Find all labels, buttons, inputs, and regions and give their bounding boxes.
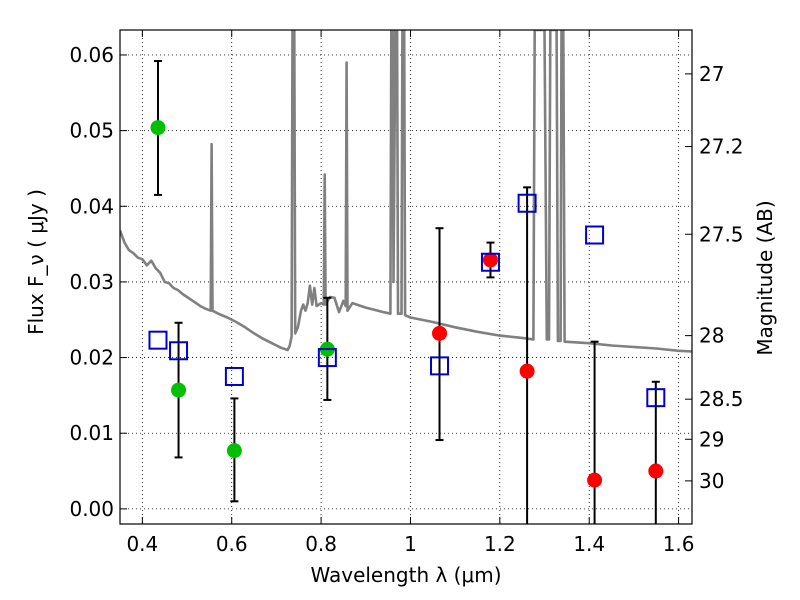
- y-tick-label: 0.01: [69, 421, 114, 445]
- y-tick-label: 0.00: [69, 497, 114, 521]
- right-tick-label: 27.2: [699, 135, 744, 159]
- circle-marker: [150, 120, 166, 136]
- y-tick-label: 0.03: [69, 270, 114, 294]
- square-marker: [317, 348, 337, 368]
- circle-marker: [519, 363, 535, 379]
- y-tick-label: 0.04: [69, 194, 114, 218]
- square-marker: [169, 341, 189, 361]
- circle-marker: [482, 252, 498, 268]
- y-tick-label: 0.05: [69, 119, 114, 143]
- x-axis-label: Wavelength λ (μm): [310, 563, 501, 587]
- spectrum-line: [120, 30, 692, 353]
- circle-marker: [587, 472, 603, 488]
- right-tick-label: 27: [699, 62, 724, 86]
- square-marker: [517, 193, 537, 213]
- right-tick-label: 28: [699, 324, 724, 348]
- square-marker: [430, 356, 450, 376]
- circle-marker: [171, 382, 187, 398]
- y-tick-label: 0.02: [69, 346, 114, 370]
- x-tick-label: 0.8: [305, 532, 337, 556]
- square-marker: [480, 252, 500, 272]
- circle-marker: [432, 325, 448, 341]
- square-marker: [224, 366, 244, 386]
- grid-lines: [120, 30, 692, 524]
- square-marker: [148, 330, 168, 350]
- right-axis-label: Magnitude (AB): [753, 200, 777, 355]
- x-tick-label: 0.6: [216, 532, 248, 556]
- x-tick-label: 1: [404, 532, 417, 556]
- circle-marker: [226, 443, 242, 459]
- axis-ticks: 0.4 0.6 0.8 1 1.2 1.4 1.6 0.00 0.01 0.02 0.03 0.04 0…: [69, 30, 744, 556]
- y-tick-label: 0.06: [69, 43, 114, 67]
- model-spectrum: [120, 30, 692, 353]
- error-bar: [523, 186, 532, 524]
- square-marker: [585, 225, 605, 245]
- right-tick-label: 28.5: [699, 387, 744, 411]
- plot-frame: [119, 29, 693, 525]
- x-tick-label: 1.2: [484, 532, 516, 556]
- right-tick-label: 29: [699, 427, 724, 451]
- right-tick-label: 27.5: [699, 222, 744, 246]
- circle-marker: [648, 463, 664, 479]
- data-points: [148, 60, 666, 524]
- x-tick-label: 1.4: [573, 532, 605, 556]
- error-bar: [651, 380, 660, 524]
- x-tick-label: 1.6: [663, 532, 695, 556]
- x-tick-label: 0.4: [126, 532, 158, 556]
- y-axis-label: Flux F_ν ( μJy ): [24, 189, 48, 335]
- square-marker: [646, 388, 666, 408]
- error-bar: [590, 340, 599, 524]
- right-tick-label: 30: [699, 469, 724, 493]
